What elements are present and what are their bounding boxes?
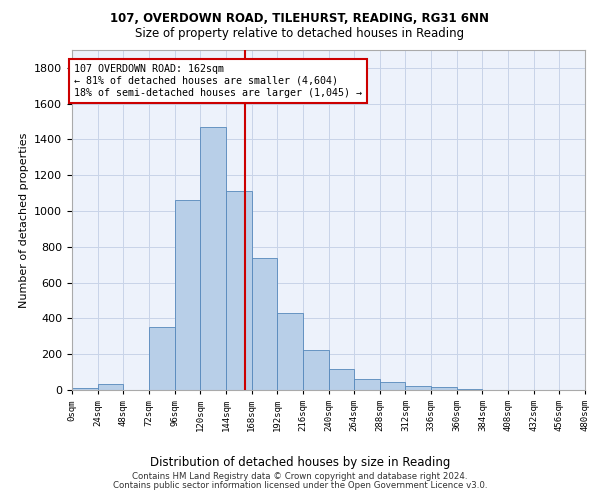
Bar [200,127,226,390]
Text: Contains HM Land Registry data © Crown copyright and database right 2024.: Contains HM Land Registry data © Crown c… [132,472,468,481]
Bar [251,258,277,390]
Text: Distribution of detached houses by size in Reading: Distribution of detached houses by size … [150,456,450,469]
Bar [303,350,329,390]
Text: 107 OVERDOWN ROAD: 162sqm
← 81% of detached houses are smaller (4,604)
18% of se: 107 OVERDOWN ROAD: 162sqm ← 81% of detac… [74,64,362,98]
Bar [72,388,98,390]
Bar [149,328,175,390]
Bar [406,386,431,390]
Bar [175,200,200,390]
Bar [431,388,457,390]
Text: Contains public sector information licensed under the Open Government Licence v3: Contains public sector information licen… [113,481,487,490]
Bar [457,389,482,390]
Bar [277,313,303,390]
Bar [226,192,251,390]
Bar [98,384,124,390]
Bar [380,382,406,390]
Y-axis label: Number of detached properties: Number of detached properties [19,132,29,308]
Bar [329,370,354,390]
Text: 107, OVERDOWN ROAD, TILEHURST, READING, RG31 6NN: 107, OVERDOWN ROAD, TILEHURST, READING, … [110,12,490,26]
Bar [354,380,380,390]
Text: Size of property relative to detached houses in Reading: Size of property relative to detached ho… [136,28,464,40]
